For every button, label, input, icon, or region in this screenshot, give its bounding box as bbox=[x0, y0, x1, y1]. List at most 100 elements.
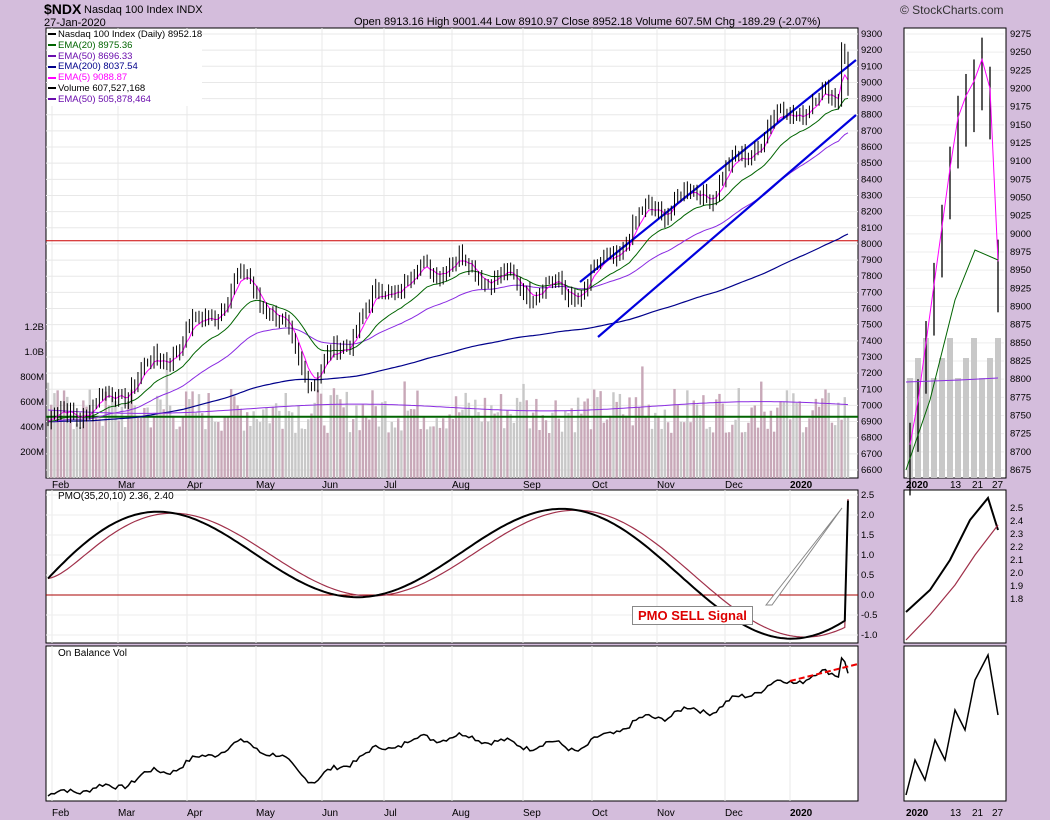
pmo-tick-label: 2.0 bbox=[861, 510, 874, 521]
volume-bar bbox=[339, 399, 342, 478]
volume-bar bbox=[409, 409, 413, 478]
inset-pmo-signal-line bbox=[905, 524, 999, 641]
inset-ema5-line bbox=[909, 57, 999, 445]
volume-bar bbox=[682, 422, 686, 478]
inset-obv-panel bbox=[903, 645, 1007, 802]
channel-lower-line bbox=[597, 114, 857, 338]
price-tick-label: 8800 bbox=[861, 110, 882, 121]
legend-text: EMA(50) 8696.33 bbox=[58, 50, 133, 62]
inset-x-label: 2020 bbox=[906, 480, 929, 491]
volume-bar bbox=[721, 403, 724, 478]
volume-bar bbox=[197, 394, 201, 478]
volume-bar bbox=[56, 390, 59, 478]
volume-bar bbox=[509, 414, 512, 478]
volume-bar bbox=[490, 405, 493, 478]
volume-bar bbox=[846, 417, 850, 478]
volume-bar bbox=[307, 419, 310, 478]
inset-volume-bar bbox=[987, 358, 993, 478]
volume-bar bbox=[670, 432, 673, 478]
chart-legend: Nasdaq 100 Index (Daily) 8952.18 EMA(20) … bbox=[48, 29, 203, 106]
inset-price-tick-label: 9200 bbox=[1010, 84, 1031, 95]
volume-bar bbox=[46, 382, 50, 478]
volume-bar bbox=[50, 404, 53, 478]
volume-bar bbox=[117, 420, 120, 478]
volume-bar bbox=[483, 397, 487, 478]
price-tick-label: 6700 bbox=[861, 449, 882, 460]
price-tick-label: 9100 bbox=[861, 61, 882, 72]
volume-bar bbox=[464, 392, 467, 478]
volume-bar bbox=[592, 389, 596, 478]
volume-bar bbox=[535, 398, 538, 478]
volume-bar bbox=[769, 410, 773, 478]
inset-x-label: 21 bbox=[972, 480, 984, 491]
inset-price-tick-label: 9175 bbox=[1010, 102, 1031, 113]
month-label: Apr bbox=[187, 480, 203, 491]
inset-pmo-line bbox=[905, 495, 999, 613]
month-label: Oct bbox=[592, 808, 608, 819]
inset-price-tick-label: 9075 bbox=[1010, 174, 1031, 185]
volume-bar bbox=[647, 404, 651, 478]
volume-bar bbox=[503, 428, 506, 478]
month-label: Mar bbox=[118, 480, 136, 491]
volume-bar bbox=[53, 393, 56, 478]
volume-bar bbox=[441, 418, 445, 478]
inset-volume-bar bbox=[963, 358, 969, 478]
volume-bar bbox=[576, 397, 580, 478]
volume-bar bbox=[335, 394, 339, 478]
volume-bar bbox=[564, 410, 567, 478]
volume-bar bbox=[625, 415, 628, 478]
volume-bar bbox=[98, 418, 101, 478]
volume-bar bbox=[480, 421, 483, 478]
volume-bar bbox=[496, 412, 499, 478]
volume-bar bbox=[107, 405, 111, 478]
pmo-tick-label: 1.5 bbox=[861, 530, 874, 541]
volume-bar bbox=[779, 401, 782, 478]
volume-bar bbox=[833, 425, 837, 478]
volume-bar bbox=[657, 415, 660, 478]
volume-bar bbox=[615, 401, 618, 478]
volume-bar bbox=[281, 428, 284, 478]
legend-item: Volume 607,527,168 bbox=[48, 82, 202, 95]
inset-x-label: 27 bbox=[992, 808, 1004, 819]
inset-price-tick-label: 8800 bbox=[1010, 374, 1031, 385]
volume-bar bbox=[525, 400, 528, 478]
volume-bar bbox=[808, 418, 811, 478]
volume-bar bbox=[782, 401, 785, 478]
inset-price-tick-label: 8875 bbox=[1010, 320, 1031, 331]
ema20-line bbox=[47, 97, 849, 423]
price-tick-label: 9300 bbox=[861, 29, 882, 40]
price-tick-label: 8700 bbox=[861, 126, 882, 137]
volume-bar bbox=[573, 432, 577, 478]
volume-bar bbox=[352, 419, 355, 478]
volume-bar bbox=[641, 366, 644, 478]
volume-bar bbox=[249, 425, 252, 478]
pmo-tick-label: -1.0 bbox=[861, 630, 877, 641]
price-tick-label: 6600 bbox=[861, 465, 882, 476]
volume-bar bbox=[474, 399, 477, 478]
volume-bar bbox=[734, 419, 737, 478]
volume-bar bbox=[265, 407, 268, 478]
pmo-signal-line bbox=[47, 498, 849, 638]
volume-ema-line bbox=[47, 401, 849, 414]
legend-text: Volume 607,527,168 bbox=[58, 82, 146, 94]
price-tick-label: 8500 bbox=[861, 158, 882, 169]
month-label: Jun bbox=[322, 808, 338, 819]
inset-price-tick-label: 8700 bbox=[1010, 447, 1031, 458]
volume-bar bbox=[772, 431, 776, 478]
month-label: Nov bbox=[657, 808, 675, 819]
volume-bar bbox=[329, 395, 332, 478]
inset-volume-bar bbox=[995, 338, 1001, 478]
volume-bar bbox=[654, 412, 657, 478]
legend-swatch bbox=[48, 98, 56, 101]
pmo-line bbox=[47, 500, 849, 640]
inset-price-tick-label: 8750 bbox=[1010, 411, 1031, 422]
volume-bar bbox=[188, 399, 191, 478]
inset-volume-bar bbox=[947, 338, 953, 478]
volume-bar bbox=[435, 418, 438, 478]
volume-bar bbox=[184, 391, 188, 478]
pmo-tick-label: -0.5 bbox=[861, 610, 877, 621]
month-label: Apr bbox=[187, 808, 203, 819]
volume-tick-label: 1.0B bbox=[24, 347, 44, 358]
volume-bar bbox=[88, 389, 91, 478]
